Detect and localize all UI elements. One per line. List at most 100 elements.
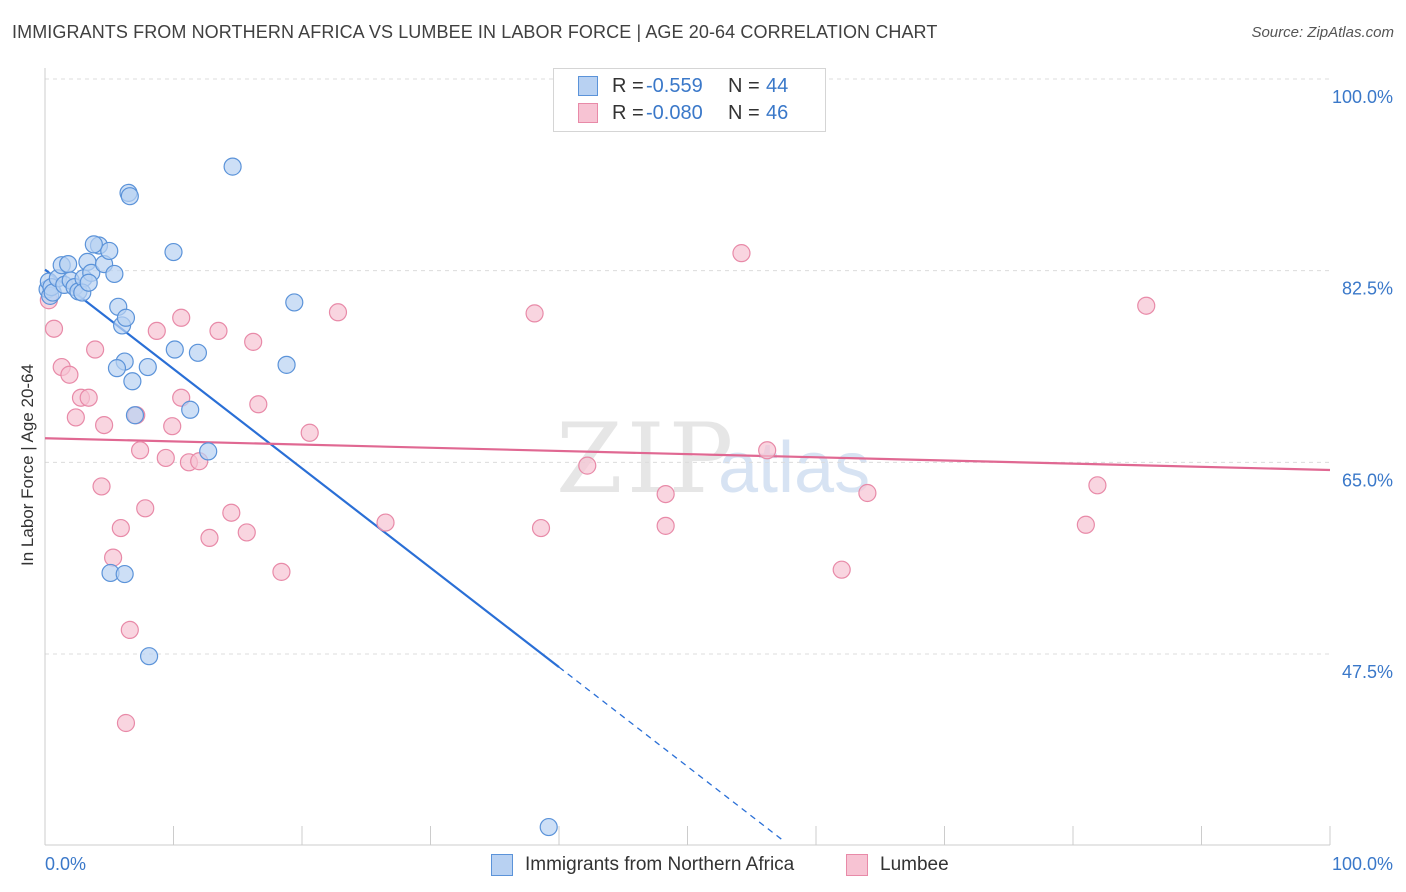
point-immigrants	[181, 400, 200, 419]
point-immigrants	[115, 564, 134, 584]
point-lumbee	[300, 423, 319, 442]
legend-item-immigrants[interactable]: Immigrants from Northern Africa	[491, 852, 794, 878]
trend-line-immigrants	[44, 268, 560, 669]
y-tick-label: 100.0%	[1332, 87, 1393, 107]
point-lumbee	[858, 483, 877, 503]
point-immigrants	[100, 241, 119, 261]
point-immigrants	[59, 254, 78, 274]
chart-title: IMMIGRANTS FROM NORTHERN AFRICA VS LUMBE…	[12, 22, 938, 42]
trend-lines	[44, 268, 1331, 842]
point-lumbee	[95, 415, 114, 435]
point-immigrants	[125, 406, 145, 425]
point-lumbee	[116, 713, 136, 733]
point-immigrants	[164, 242, 183, 262]
legend-r-value: -0.559	[646, 74, 703, 97]
point-lumbee	[156, 448, 175, 468]
point-lumbee	[209, 321, 228, 341]
point-lumbee	[578, 456, 597, 475]
y-tick-labels: 100.0% 82.5% 65.0% 47.5%	[1332, 87, 1393, 682]
legend-swatch-pink	[578, 103, 598, 123]
point-lumbee	[832, 560, 851, 579]
point-lumbee	[92, 477, 111, 496]
point-immigrants	[79, 273, 98, 292]
x-tick-label: 0.0%	[45, 854, 86, 874]
source-label: Source: ZipAtlas.com	[1251, 24, 1394, 41]
legend-r-label: R =	[612, 101, 644, 124]
legend-swatch-blue	[578, 76, 598, 96]
point-lumbee	[172, 388, 191, 407]
legend-r-value: -0.080	[646, 101, 703, 124]
legend-item-lumbee[interactable]: Lumbee	[846, 852, 949, 878]
watermark: ZIP atlas	[556, 403, 870, 515]
point-immigrants	[107, 359, 127, 378]
point-lumbee	[200, 528, 219, 548]
point-lumbee	[163, 417, 182, 436]
point-immigrants	[539, 817, 558, 837]
axes	[44, 68, 1331, 846]
point-lumbee	[525, 304, 544, 323]
x-tick-label: 100.0%	[1332, 854, 1393, 874]
point-lumbee	[222, 503, 241, 522]
point-immigrants	[223, 157, 242, 176]
point-lumbee	[136, 499, 155, 518]
point-lumbee	[79, 388, 98, 407]
legend-r-label: R =	[612, 74, 644, 97]
point-immigrants	[84, 235, 103, 254]
legend-label-immigrants: Immigrants from Northern Africa	[525, 854, 795, 875]
point-lumbee	[147, 321, 166, 341]
point-lumbee	[328, 303, 348, 322]
y-tick-label: 47.5%	[1342, 662, 1393, 682]
point-lumbee	[172, 308, 191, 327]
legend-row-pink: R = -0.080 N = 46	[578, 101, 788, 125]
point-lumbee	[86, 340, 105, 359]
point-lumbee	[104, 548, 123, 567]
point-lumbee	[656, 516, 675, 535]
point-lumbee	[249, 395, 268, 414]
watermark-atlas: atlas	[718, 428, 870, 508]
point-lumbee	[130, 441, 150, 460]
point-lumbee	[120, 620, 139, 640]
point-immigrants	[188, 343, 208, 362]
legend-label-lumbee: Lumbee	[880, 854, 949, 875]
legend-n-label: N =	[728, 74, 760, 97]
point-lumbee	[758, 441, 777, 460]
point-immigrants	[105, 264, 124, 284]
point-immigrants	[139, 647, 159, 666]
point-lumbee	[376, 513, 395, 532]
trend-line-lumbee	[44, 437, 1331, 472]
point-immigrants	[285, 293, 304, 312]
point-immigrants	[277, 355, 296, 374]
point-immigrants	[138, 357, 157, 377]
point-lumbee	[44, 319, 64, 338]
y-tick-label: 65.0%	[1342, 470, 1393, 490]
point-lumbee	[60, 365, 79, 384]
point-immigrants	[199, 442, 218, 461]
data-points	[38, 157, 1156, 837]
point-lumbee	[1076, 515, 1095, 534]
point-immigrants	[120, 187, 139, 206]
point-lumbee	[237, 523, 256, 542]
legend-swatch-blue	[491, 854, 513, 876]
point-lumbee	[531, 518, 551, 538]
point-lumbee	[732, 244, 751, 263]
point-lumbee	[656, 484, 675, 504]
legend-n-value: 44	[766, 74, 789, 97]
point-immigrants	[116, 308, 136, 327]
legend-n-value: 46	[766, 101, 789, 124]
point-lumbee	[244, 332, 263, 351]
legend-n-label: N =	[728, 101, 760, 124]
x-tick-labels: 0.0% 100.0%	[45, 854, 1393, 874]
trend-line-immigrants-extension	[558, 666, 785, 842]
legend-row-blue: R = -0.559 N = 44	[578, 74, 788, 98]
point-lumbee	[272, 562, 291, 581]
point-immigrants	[165, 340, 184, 359]
y-tick-label: 82.5%	[1342, 279, 1393, 299]
point-lumbee	[1137, 296, 1156, 315]
point-lumbee	[66, 408, 85, 427]
stats-legend: R = -0.559 N = 44 R = -0.080 N = 46	[553, 68, 826, 132]
point-lumbee	[1088, 476, 1107, 495]
point-immigrants	[123, 372, 142, 391]
point-lumbee	[111, 518, 130, 538]
legend-swatch-pink	[846, 854, 868, 876]
